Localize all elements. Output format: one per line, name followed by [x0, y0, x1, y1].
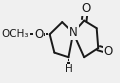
Text: O: O — [104, 45, 113, 58]
Text: O: O — [34, 28, 43, 41]
Text: O: O — [81, 2, 90, 15]
Text: H: H — [65, 64, 72, 74]
Text: N: N — [69, 26, 78, 39]
Text: OCH₃: OCH₃ — [2, 29, 29, 39]
